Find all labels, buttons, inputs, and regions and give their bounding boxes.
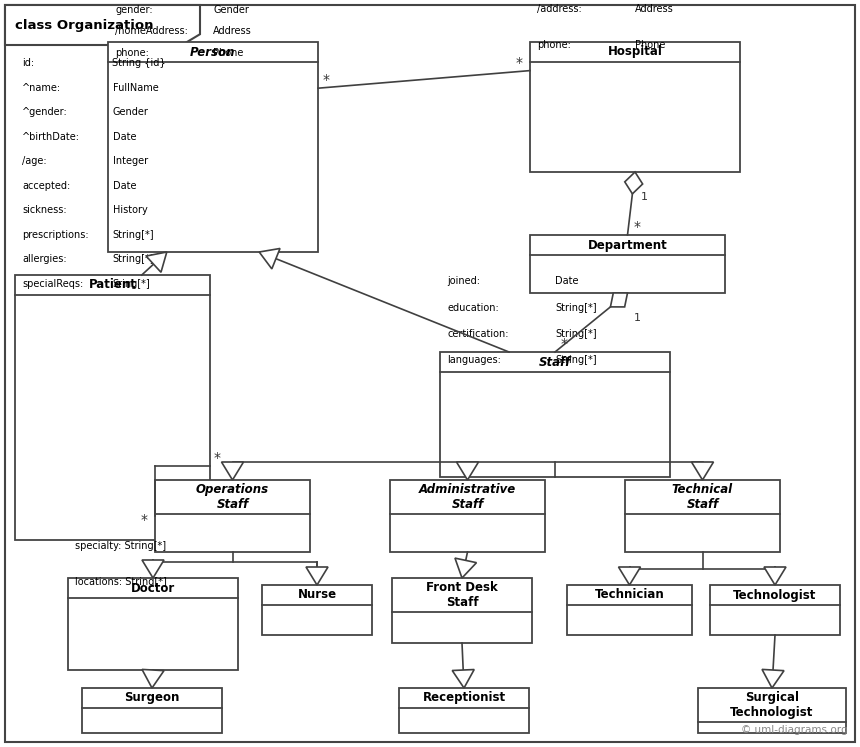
Text: allergies:: allergies: [22, 255, 66, 264]
Text: Phone: Phone [213, 48, 243, 58]
Text: *: * [323, 73, 330, 87]
Text: Doctor: Doctor [131, 581, 175, 595]
Polygon shape [611, 293, 628, 307]
Text: /age:: /age: [22, 156, 46, 167]
Text: Technical
Staff: Technical Staff [672, 483, 733, 511]
Text: Address: Address [635, 4, 673, 14]
Polygon shape [762, 669, 784, 688]
Text: *: * [561, 337, 568, 351]
Text: Surgical
Technologist: Surgical Technologist [730, 691, 814, 719]
Text: Integer: Integer [113, 156, 148, 167]
Polygon shape [306, 567, 328, 585]
Text: certification:: certification: [447, 329, 508, 339]
Text: Administrative
Staff: Administrative Staff [419, 483, 516, 511]
Text: Sring[*]: Sring[*] [113, 279, 150, 289]
Text: joined:: joined: [447, 276, 480, 286]
Text: ^birthDate:: ^birthDate: [22, 132, 80, 142]
Bar [530, 235, 725, 293]
Text: History: History [113, 205, 147, 215]
Text: Front Desk
Staff: Front Desk Staff [426, 581, 498, 609]
Bar [567, 585, 692, 635]
Bar [15, 275, 210, 540]
Text: Surgeon: Surgeon [125, 692, 180, 704]
Polygon shape [764, 567, 786, 585]
Polygon shape [624, 172, 642, 193]
Text: ^gender:: ^gender: [22, 108, 68, 117]
Polygon shape [452, 669, 474, 688]
Text: gender:: gender: [115, 5, 152, 15]
Text: phone:: phone: [115, 48, 149, 58]
Bar [82, 688, 222, 733]
Text: Person: Person [190, 46, 236, 58]
Text: Receptionist: Receptionist [422, 692, 506, 704]
Bar [390, 480, 545, 552]
Text: String[*]: String[*] [555, 329, 597, 339]
Text: Patient: Patient [89, 279, 137, 291]
Bar [108, 42, 318, 252]
Bar [155, 480, 310, 552]
Polygon shape [222, 462, 243, 480]
Text: specialReqs:: specialReqs: [22, 279, 83, 289]
Text: Technologist: Technologist [734, 589, 817, 601]
Text: prescriptions:: prescriptions: [22, 230, 89, 240]
Polygon shape [5, 5, 200, 45]
Text: String[*]: String[*] [555, 355, 597, 365]
Polygon shape [142, 669, 164, 688]
Bar [68, 578, 238, 670]
Text: Technician: Technician [594, 589, 665, 601]
Text: Date: Date [113, 132, 136, 142]
Bar [392, 578, 532, 643]
Text: *: * [214, 450, 221, 465]
Bar [262, 585, 372, 635]
Bar [530, 42, 740, 172]
Bar [399, 688, 529, 733]
Text: String[*]: String[*] [113, 255, 154, 264]
Text: Staff: Staff [539, 356, 571, 368]
Text: String[*]: String[*] [555, 303, 597, 313]
Polygon shape [146, 252, 167, 272]
Text: 1: 1 [634, 313, 641, 323]
Polygon shape [618, 567, 641, 585]
Bar [698, 688, 846, 733]
Text: 1: 1 [641, 192, 648, 202]
Bar [440, 352, 670, 477]
Text: Phone: Phone [635, 40, 666, 51]
Text: accepted:: accepted: [22, 181, 71, 191]
Text: *: * [141, 513, 148, 527]
Text: *: * [634, 220, 641, 234]
Text: Gender: Gender [113, 108, 149, 117]
Text: Nurse: Nurse [298, 589, 336, 601]
Polygon shape [259, 249, 280, 269]
Text: Hospital: Hospital [607, 46, 662, 58]
Text: Address: Address [213, 26, 252, 37]
Text: String {id}: String {id} [113, 58, 166, 69]
Text: *: * [516, 55, 523, 69]
Text: education:: education: [447, 303, 499, 313]
Text: languages:: languages: [447, 355, 501, 365]
Polygon shape [142, 560, 164, 578]
Text: Department: Department [587, 238, 667, 252]
Text: © uml-diagrams.org: © uml-diagrams.org [741, 725, 848, 735]
Text: String[*]: String[*] [113, 230, 154, 240]
Polygon shape [457, 462, 478, 480]
Text: /homeAddress:: /homeAddress: [115, 26, 187, 37]
Text: /address:: /address: [537, 4, 581, 14]
Text: FullName: FullName [113, 83, 158, 93]
Text: specialty: String[*]: specialty: String[*] [75, 541, 166, 551]
Text: Date: Date [113, 181, 136, 191]
Polygon shape [691, 462, 714, 480]
Text: ^name:: ^name: [22, 83, 61, 93]
Text: sickness:: sickness: [22, 205, 66, 215]
Text: Date: Date [555, 276, 579, 286]
Bar [710, 585, 840, 635]
Text: id:: id: [22, 58, 34, 69]
Text: Operations
Staff: Operations Staff [196, 483, 269, 511]
Bar [625, 480, 780, 552]
Text: locations: String[*]: locations: String[*] [75, 577, 167, 587]
Polygon shape [455, 558, 476, 578]
Text: class Organization: class Organization [15, 19, 153, 31]
Text: phone:: phone: [537, 40, 571, 51]
Text: Gender: Gender [213, 5, 249, 15]
